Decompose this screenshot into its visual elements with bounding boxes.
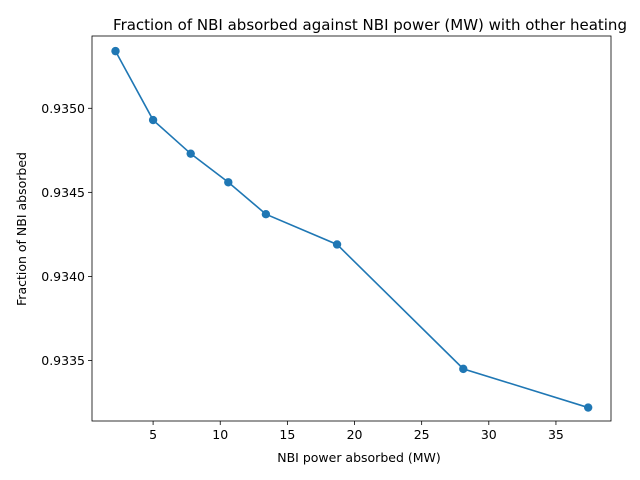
plot-area — [111, 46, 593, 412]
x-tick-label: 15 — [279, 427, 295, 442]
y-axis-ticks: 0.9335 0.9340 0.9345 0.9350 — [41, 101, 92, 368]
x-tick-label: 10 — [212, 427, 228, 442]
y-tick-label: 0.9345 — [41, 185, 85, 200]
data-point — [224, 178, 233, 187]
data-point — [261, 210, 271, 219]
plot-frame — [91, 35, 612, 422]
y-axis-label: Fraction of NBI absorbed — [14, 152, 29, 306]
x-tick-label: 20 — [347, 427, 363, 442]
x-axis-ticks: 5 10 15 20 25 30 35 — [149, 421, 564, 442]
y-tick-label: 0.9340 — [41, 269, 85, 284]
x-axis-label: NBI power absorbed (MW) — [277, 450, 441, 465]
data-point — [332, 240, 342, 249]
y-tick-label: 0.9335 — [41, 353, 85, 368]
data-point — [148, 115, 158, 125]
data-point — [459, 364, 468, 374]
data-point — [186, 149, 195, 158]
data-point — [583, 403, 593, 412]
chart-title: Fraction of NBI absorbed against NBI pow… — [113, 16, 627, 34]
series-line — [114, 50, 589, 409]
data-point — [111, 46, 120, 56]
y-tick-label: 0.9350 — [41, 101, 85, 116]
x-tick-label: 25 — [414, 427, 430, 442]
x-tick-label: 30 — [481, 427, 497, 442]
x-tick-label: 5 — [149, 427, 157, 442]
x-tick-label: 35 — [548, 427, 564, 442]
